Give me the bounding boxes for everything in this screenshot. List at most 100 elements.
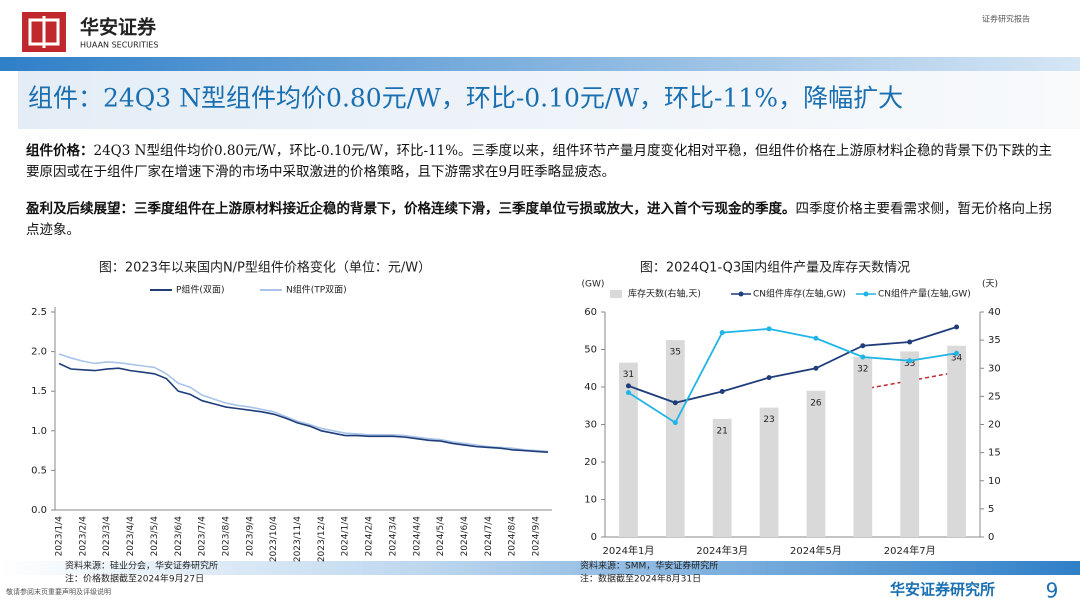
x-tick-label: 2023/5/4 [150,516,160,557]
price-line [58,353,549,453]
y-tick-label: 30 [988,363,1001,374]
y-tick-label: 0 [591,532,597,543]
x-tick-label: 2024/3/4 [388,516,398,557]
x-tick-label: 2023/3/4 [102,516,112,557]
y-tick-label: 20 [988,420,1001,431]
x-tick-label: 2023/6/4 [174,516,184,557]
y-tick-label: 25 [988,391,1001,402]
legend-marker [863,291,869,297]
line-marker [860,343,866,349]
y-tick-label: 20 [584,457,597,468]
header-band [0,57,1080,71]
y-tick-label: 50 [584,345,597,356]
bar [806,390,826,537]
price-line [58,362,549,453]
bar-value-label: 34 [951,353,963,363]
y-tick-label: 0.5 [31,465,47,476]
legend-label: N组件(TP双面) [286,284,347,296]
bar-value-label: 31 [623,370,634,380]
line-marker [954,350,960,356]
legend-label: P组件(双面) [176,284,224,296]
x-tick-label: 2023/1/4 [55,516,65,557]
line-marker [672,420,678,426]
line-marker [907,358,913,364]
y-tick-label: 1.5 [31,386,47,397]
line-marker [813,365,819,371]
line-marker [719,389,725,394]
x-tick-label: 2024/5/4 [436,516,446,557]
series-line [628,326,957,404]
bar [853,357,873,537]
legend-label: 库存天数(右轴,天) [628,288,701,300]
line-marker [813,335,819,341]
logo-text: 华安证券 [80,16,157,39]
x-tick-label: 2024/7/4 [484,516,494,557]
bar-value-label: 35 [670,348,681,358]
x-tick-label: 2024/9/4 [532,516,542,557]
x-tick-label: 2024年1月 [603,544,655,557]
series-line [627,327,957,424]
y-tick-label: 10 [988,476,1001,487]
y-tick-label: 30 [584,420,597,431]
y-tick-label: 0.0 [31,505,47,516]
chart-title: 图：2024Q1-Q3国内组件产量及库存天数情况 [640,260,910,276]
bar-value-label: 21 [716,426,727,436]
line-marker [766,326,772,332]
x-tick-label: 2023/11/4 [293,516,303,562]
x-tick-label: 2023/4/4 [126,516,136,557]
y-tick-label: 0 [988,532,994,543]
report-type: 证券研究报告 [982,14,1030,24]
x-tick-label: 2023/12/4 [317,516,327,562]
x-tick-label: 2023/9/4 [245,516,255,557]
x-tick-label: 2024/2/4 [365,516,375,557]
y-tick-label: 5 [988,504,994,515]
title-band [18,71,1080,129]
x-tick-label: 2023/7/4 [198,516,208,557]
y2-axis-label: (天) [982,280,998,290]
x-tick-label: 2023/2/4 [78,516,88,557]
bar-value-label: 26 [810,398,822,408]
x-tick-label: 2023/8/4 [221,516,231,557]
y-axis-label: (GW) [582,280,605,290]
paragraph: 盈利及后续展望：三季度组件在上游原材料接近企稳的背景下，价格连续下滑，三季度单位… [26,199,1056,241]
line-marker [954,324,960,330]
x-tick-label: 2024年3月 [696,544,748,557]
bar [759,407,779,537]
line-marker [907,339,913,345]
footer-band [0,561,1080,575]
y-tick-label: 40 [584,382,597,393]
logo-subtext: HUAAN SECURITIES [80,41,158,50]
y-tick-label: 10 [584,495,597,506]
page-number: 9 [1046,579,1059,603]
line-marker [860,354,866,360]
y-tick-label: 2.5 [31,307,47,318]
slide-title: 组件：24Q3 N型组件均价0.80元/W，环比-0.10元/W，环比-11%，… [28,84,903,113]
paragraph-text: 24Q3 N型组件均价0.80元/W，环比-0.10元/W，环比-11%。三季度… [26,143,1053,180]
paragraph-lead: 盈利及后续展望：三季度组件在上游原材料接近企稳的背景下，价格连续下滑，三季度单位… [26,201,796,217]
bar-value-label: 33 [904,359,915,369]
disclaimer: 敬请参阅末页重要声明及评级说明 [6,587,111,596]
x-tick-label: 2024/8/4 [508,516,518,557]
bar [712,418,732,537]
chart-source: 资料来源：SMM，华安证券研究所 [580,560,718,572]
chart-note: 注：价格数据截至2024年9月27日 [65,573,204,585]
x-tick-label: 2024/1/4 [341,516,351,557]
chart-title: 图：2023年以来国内N/P型组件价格变化（单位：元/W） [99,260,431,276]
footer-org: 华安证券研究所 [890,581,995,599]
paragraph: 组件价格：24Q3 N型组件均价0.80元/W，环比-0.10元/W，环比-11… [26,141,1056,183]
y-tick-label: 40 [988,307,1001,318]
paragraph-text: 四季度价格主要看需求侧，暂无价格向上拐点迹象。 [26,201,1052,238]
line-marker [719,330,725,336]
chart-note: 注：数据截至2024年8月31日 [580,573,701,585]
chart-source: 资料来源：硅业分会，华安证券研究所 [65,560,218,572]
legend-swatch [610,290,622,298]
line-marker [625,390,631,396]
x-tick-label: 2024年5月 [790,544,842,557]
x-tick-label: 2024/4/4 [412,516,422,557]
legend-label: CN组件库存(左轴,GW) [753,288,846,300]
line-marker [625,383,631,389]
x-tick-label: 2024年7月 [884,544,936,557]
legend-label: CN组件产量(左轴,GW) [878,288,971,300]
